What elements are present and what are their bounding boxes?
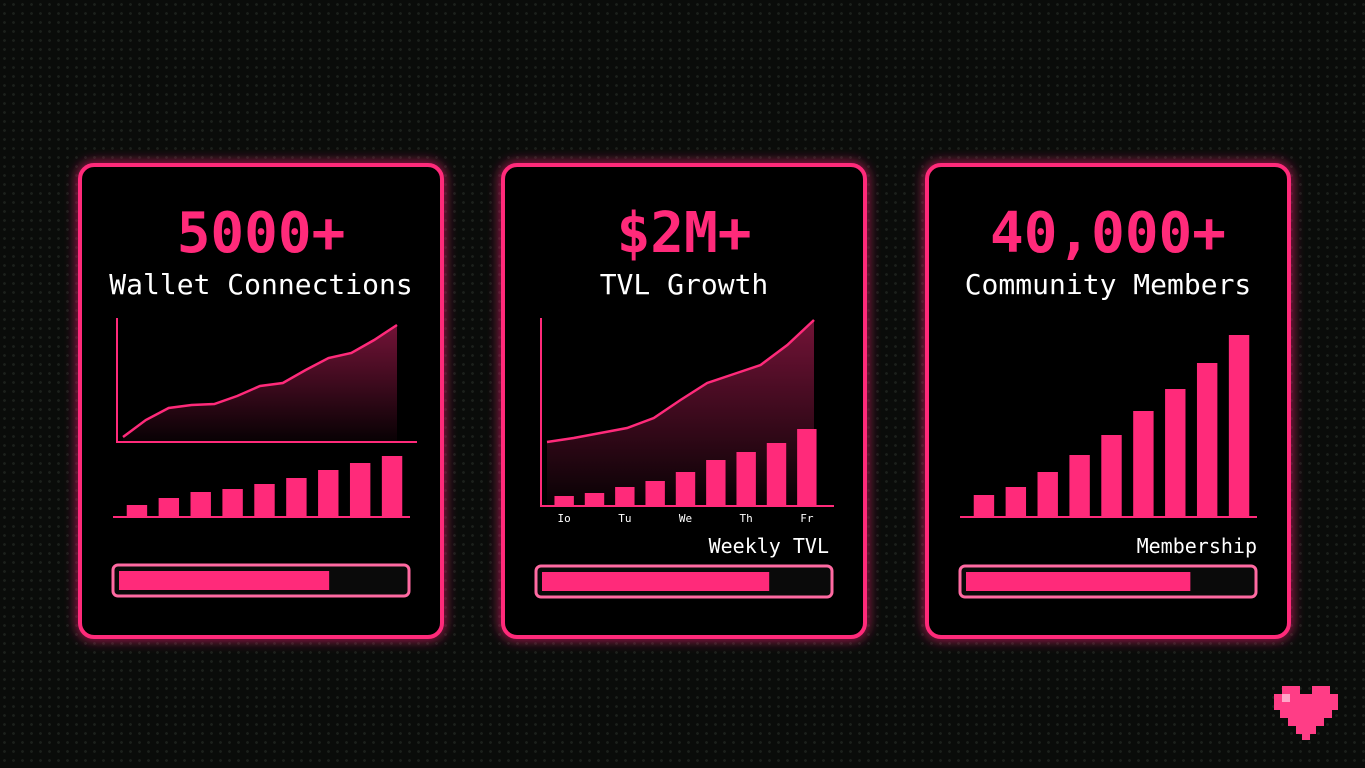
line-area xyxy=(123,325,397,442)
bar xyxy=(1196,363,1218,517)
bar xyxy=(1228,335,1250,517)
stat-card: 40,000+Community Members Membership xyxy=(925,163,1291,639)
bar xyxy=(381,456,403,517)
card-frame xyxy=(925,163,1291,639)
bar xyxy=(190,492,211,517)
stat-value: 5000+ xyxy=(177,201,346,266)
bar xyxy=(797,429,817,506)
day-label: Fr xyxy=(800,512,814,525)
stat-label: TVL Growth xyxy=(600,268,769,301)
bar xyxy=(554,496,574,506)
progress-fill xyxy=(542,572,770,591)
bar xyxy=(1069,455,1090,517)
day-label: Io xyxy=(558,512,571,525)
bar xyxy=(318,470,339,517)
stat-label: Community Members xyxy=(965,268,1252,301)
chart-caption: Weekly TVL xyxy=(709,534,829,558)
bar xyxy=(158,498,180,517)
stat-value: $2M+ xyxy=(617,201,752,266)
bar xyxy=(1037,472,1058,517)
bar xyxy=(1165,389,1186,517)
stat-card: 5000+Wallet Connections xyxy=(78,163,444,639)
bar xyxy=(645,481,665,506)
progress-fill xyxy=(966,572,1191,591)
line-series xyxy=(122,323,398,439)
stat-card: $2M+TVL Growth Io Tu We Th Fr Weekly TVL xyxy=(501,163,867,639)
progress-fill xyxy=(119,571,330,590)
bar xyxy=(675,472,696,506)
bar xyxy=(973,495,995,517)
stat-label: Wallet Connections xyxy=(109,268,412,301)
day-label: Th xyxy=(740,512,753,525)
line-series xyxy=(546,319,815,444)
bar xyxy=(736,452,756,506)
day-label: Tu xyxy=(618,512,631,525)
bar xyxy=(286,478,307,517)
bar xyxy=(584,493,605,506)
bar xyxy=(706,460,726,506)
bar xyxy=(349,463,371,517)
chart-caption: Membership xyxy=(1137,534,1257,558)
bar xyxy=(1133,411,1154,517)
stat-value: 40,000+ xyxy=(990,201,1226,266)
bar xyxy=(222,489,243,517)
bar xyxy=(126,505,148,517)
heart-icon xyxy=(1274,686,1338,740)
bar xyxy=(615,487,635,506)
bar xyxy=(1005,487,1027,517)
day-label: We xyxy=(679,512,692,525)
bar xyxy=(1101,435,1122,517)
bar xyxy=(254,484,275,517)
bar xyxy=(766,443,787,506)
